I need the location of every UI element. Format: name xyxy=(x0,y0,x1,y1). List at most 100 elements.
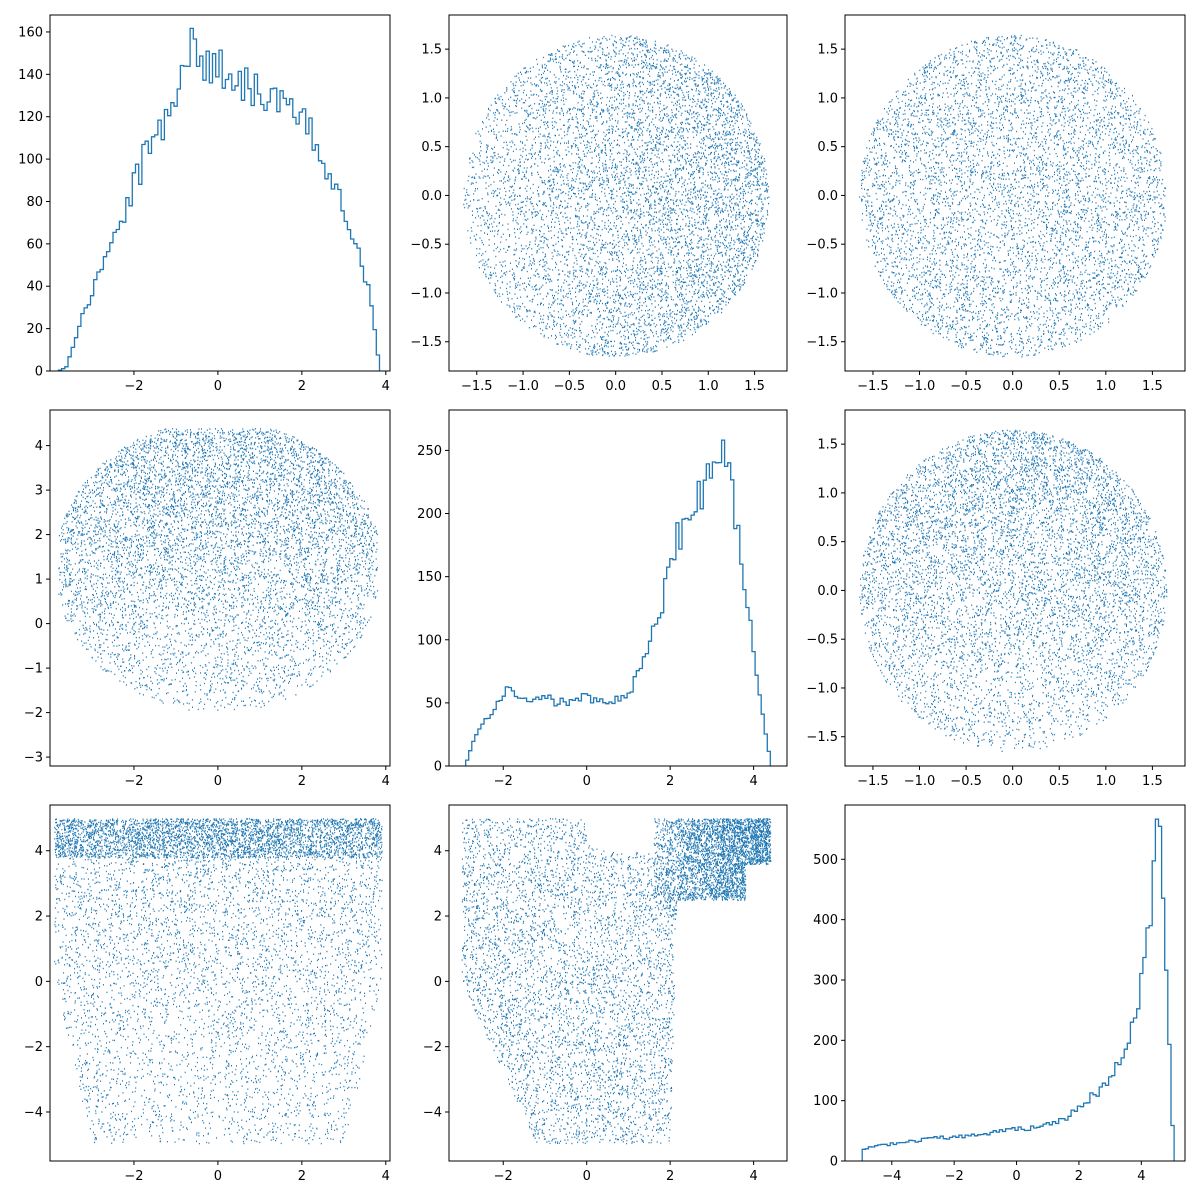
scatter-point xyxy=(669,55,671,57)
scatter-point xyxy=(738,176,739,178)
scatter-point xyxy=(585,147,587,149)
scatter-point xyxy=(694,275,696,277)
scatter-point xyxy=(746,163,748,165)
scatter-point xyxy=(549,188,551,190)
scatter-point xyxy=(723,181,725,183)
scatter-point xyxy=(725,183,727,185)
scatter-point xyxy=(618,107,620,110)
scatter-point xyxy=(682,146,684,149)
scatter-point xyxy=(749,200,751,202)
scatter-point xyxy=(518,131,520,133)
scatter-point xyxy=(541,181,543,184)
scatter-point xyxy=(544,205,546,207)
scatter-point xyxy=(643,215,645,217)
scatter-point xyxy=(698,196,699,199)
scatter-point xyxy=(597,38,599,40)
scatter-point xyxy=(573,269,575,272)
scatter-point xyxy=(689,290,691,293)
scatter-point xyxy=(664,189,666,191)
scatter-point xyxy=(649,298,650,300)
scatter-point xyxy=(756,184,758,186)
scatter-point xyxy=(689,160,691,163)
scatter-point xyxy=(757,142,759,144)
scatter-point xyxy=(594,90,596,92)
scatter-point xyxy=(722,202,724,204)
scatter-point xyxy=(687,215,689,217)
scatter-point xyxy=(748,226,750,228)
scatter-point xyxy=(608,279,610,281)
scatter-point xyxy=(689,72,691,74)
scatter-point xyxy=(548,80,550,82)
scatter-point xyxy=(571,186,573,188)
scatter-point xyxy=(567,140,569,142)
scatter-point xyxy=(528,179,529,181)
scatter-point xyxy=(677,324,679,326)
scatter-point xyxy=(642,44,644,46)
scatter-point xyxy=(743,150,745,152)
scatter-point xyxy=(574,193,575,195)
scatter-point xyxy=(503,160,505,162)
scatter-point xyxy=(663,315,665,317)
scatter-point xyxy=(666,145,668,147)
scatter-point xyxy=(714,167,716,169)
scatter-point xyxy=(719,143,721,145)
scatter-point xyxy=(502,293,504,295)
scatter-point xyxy=(695,303,696,306)
scatter-point xyxy=(576,137,578,139)
scatter-point xyxy=(760,193,762,196)
scatter-point xyxy=(724,133,726,135)
scatter-point xyxy=(733,209,735,211)
scatter-point xyxy=(466,202,468,205)
scatter-point xyxy=(565,68,567,70)
scatter-point xyxy=(632,53,634,55)
scatter-point xyxy=(730,116,732,118)
scatter-point xyxy=(702,140,704,142)
scatter-point xyxy=(595,143,597,145)
scatter-point xyxy=(630,183,632,186)
scatter-point xyxy=(539,114,541,116)
scatter-point xyxy=(550,185,551,187)
scatter-point xyxy=(657,267,659,270)
scatter-point xyxy=(670,174,672,176)
scatter-point xyxy=(697,292,698,294)
scatter-point xyxy=(737,284,739,287)
scatter-point xyxy=(733,239,735,242)
scatter-point xyxy=(744,151,746,153)
scatter-point xyxy=(509,204,511,206)
scatter-point xyxy=(628,62,629,65)
scatter-point xyxy=(649,134,651,136)
scatter-point xyxy=(637,96,639,98)
scatter-point xyxy=(743,221,745,223)
scatter-point xyxy=(689,329,691,331)
scatter-point xyxy=(688,229,690,231)
scatter-point xyxy=(616,190,618,192)
scatter-point xyxy=(646,116,648,118)
scatter-point xyxy=(641,277,643,279)
scatter-point xyxy=(728,108,730,110)
scatter-point xyxy=(649,274,651,276)
scatter-point xyxy=(626,153,628,156)
scatter-point xyxy=(563,131,565,133)
scatter-point xyxy=(575,178,577,180)
scatter-point xyxy=(652,223,654,225)
scatter-point xyxy=(766,173,768,175)
scatter-point xyxy=(576,341,578,343)
scatter-point xyxy=(741,228,743,230)
scatter-point xyxy=(622,198,624,200)
scatter-point xyxy=(654,207,656,210)
scatter-point xyxy=(677,86,679,89)
scatter-point xyxy=(753,137,755,139)
scatter-point xyxy=(492,189,494,192)
scatter-point xyxy=(574,85,576,87)
scatter-point xyxy=(708,72,710,74)
scatter-point xyxy=(552,269,554,271)
scatter-point xyxy=(722,203,724,205)
scatter-point xyxy=(617,120,619,122)
scatter-point xyxy=(663,263,665,266)
scatter-point xyxy=(634,299,636,301)
scatter-point xyxy=(532,216,533,219)
scatter-point xyxy=(654,91,656,93)
scatter-point xyxy=(722,294,724,296)
scatter-point xyxy=(620,312,622,314)
scatter-point xyxy=(671,298,672,301)
